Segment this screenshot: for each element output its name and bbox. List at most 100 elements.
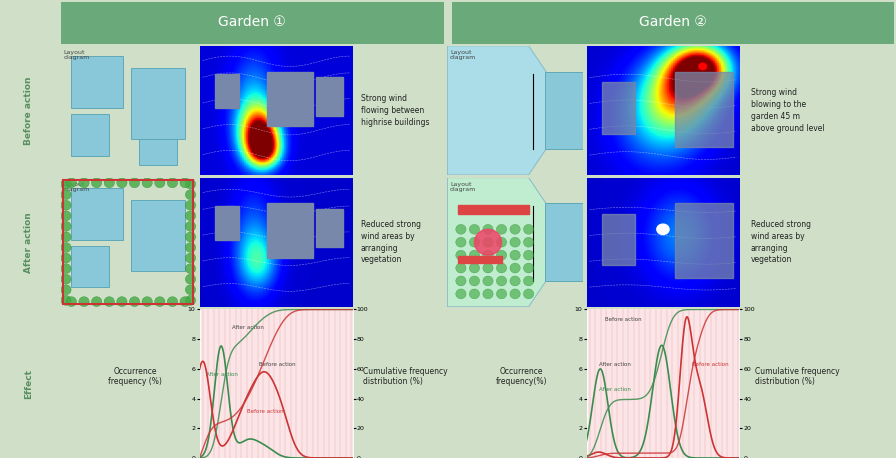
Circle shape: [185, 295, 195, 305]
Circle shape: [61, 243, 71, 252]
Circle shape: [91, 297, 102, 306]
Circle shape: [61, 274, 71, 284]
Circle shape: [79, 297, 89, 306]
Text: Occurrence
frequency(%): Occurrence frequency(%): [496, 366, 547, 386]
Circle shape: [185, 243, 195, 252]
Circle shape: [483, 289, 493, 299]
Circle shape: [104, 297, 115, 306]
Circle shape: [61, 253, 71, 263]
Text: Reduced strong
wind areas by
arranging
vegetation: Reduced strong wind areas by arranging v…: [751, 220, 811, 264]
Bar: [316, 209, 343, 247]
Circle shape: [475, 229, 502, 255]
Circle shape: [185, 200, 195, 210]
Circle shape: [155, 178, 165, 188]
Circle shape: [61, 295, 71, 305]
Circle shape: [483, 237, 493, 247]
Bar: [316, 77, 343, 115]
Text: After action: After action: [24, 212, 33, 273]
Bar: [72, 246, 109, 288]
Bar: [200, 310, 352, 458]
Circle shape: [456, 276, 466, 286]
Circle shape: [142, 297, 152, 306]
Circle shape: [168, 178, 177, 188]
Circle shape: [61, 200, 71, 210]
Circle shape: [61, 232, 71, 242]
Text: Strong wind
flowing between
highrise buildings: Strong wind flowing between highrise bui…: [361, 94, 429, 127]
Text: Before action: Before action: [692, 362, 728, 367]
Bar: [139, 139, 177, 164]
Circle shape: [116, 297, 127, 306]
Circle shape: [456, 263, 466, 273]
Circle shape: [523, 263, 534, 273]
Circle shape: [185, 253, 195, 263]
Circle shape: [657, 224, 669, 234]
Circle shape: [523, 276, 534, 286]
Circle shape: [61, 222, 71, 231]
Circle shape: [523, 250, 534, 260]
Bar: [602, 214, 635, 266]
Circle shape: [66, 178, 76, 188]
Circle shape: [185, 274, 195, 284]
Text: Strong wind
blowing to the
garden 45 m
above ground level: Strong wind blowing to the garden 45 m a…: [751, 88, 824, 132]
Circle shape: [483, 276, 493, 286]
Circle shape: [185, 190, 195, 200]
Circle shape: [510, 263, 521, 273]
Bar: [267, 71, 313, 126]
Circle shape: [456, 250, 466, 260]
Circle shape: [470, 224, 479, 234]
Circle shape: [510, 289, 521, 299]
Circle shape: [61, 179, 71, 189]
Text: After action: After action: [599, 387, 632, 392]
Circle shape: [470, 263, 479, 273]
Text: Layout
diagram: Layout diagram: [64, 49, 90, 60]
Circle shape: [180, 178, 190, 188]
Text: Layout
diagram: Layout diagram: [64, 181, 90, 192]
Bar: [676, 203, 733, 278]
Text: After action: After action: [206, 372, 238, 377]
Circle shape: [470, 276, 479, 286]
Circle shape: [116, 178, 127, 188]
Circle shape: [456, 237, 466, 247]
Circle shape: [185, 285, 195, 294]
Polygon shape: [447, 178, 553, 307]
Circle shape: [470, 237, 479, 247]
Circle shape: [61, 285, 71, 294]
Text: Garden ①: Garden ①: [219, 15, 286, 29]
Text: After action: After action: [599, 362, 632, 367]
Text: Occurrence
frequency (%): Occurrence frequency (%): [108, 366, 162, 386]
Bar: [545, 71, 582, 149]
Bar: [72, 114, 109, 156]
Bar: [72, 188, 123, 240]
Circle shape: [129, 297, 140, 306]
Circle shape: [79, 178, 89, 188]
Bar: [676, 71, 733, 147]
Circle shape: [142, 178, 152, 188]
Text: Reduced strong
wind areas by
arranging
vegetation: Reduced strong wind areas by arranging v…: [361, 220, 420, 264]
Bar: [215, 206, 239, 240]
Circle shape: [483, 263, 493, 273]
Circle shape: [66, 297, 76, 306]
Circle shape: [104, 178, 115, 188]
Circle shape: [699, 63, 707, 70]
Circle shape: [496, 263, 506, 273]
Bar: [452, 2, 894, 44]
Text: Cumulative frequency
distribution (%): Cumulative frequency distribution (%): [363, 366, 448, 386]
Text: Before action: Before action: [259, 362, 296, 367]
Circle shape: [510, 237, 521, 247]
Text: Garden ②: Garden ②: [640, 15, 707, 29]
Circle shape: [483, 250, 493, 260]
Circle shape: [185, 232, 195, 242]
Circle shape: [185, 179, 195, 189]
Bar: [458, 205, 529, 214]
Circle shape: [456, 224, 466, 234]
Bar: [602, 82, 635, 134]
Circle shape: [470, 250, 479, 260]
Circle shape: [470, 289, 479, 299]
Circle shape: [523, 237, 534, 247]
Bar: [458, 256, 502, 263]
Circle shape: [91, 178, 102, 188]
Text: Layout
diagram: Layout diagram: [450, 49, 477, 60]
Circle shape: [510, 250, 521, 260]
Circle shape: [61, 211, 71, 221]
Circle shape: [168, 297, 177, 306]
